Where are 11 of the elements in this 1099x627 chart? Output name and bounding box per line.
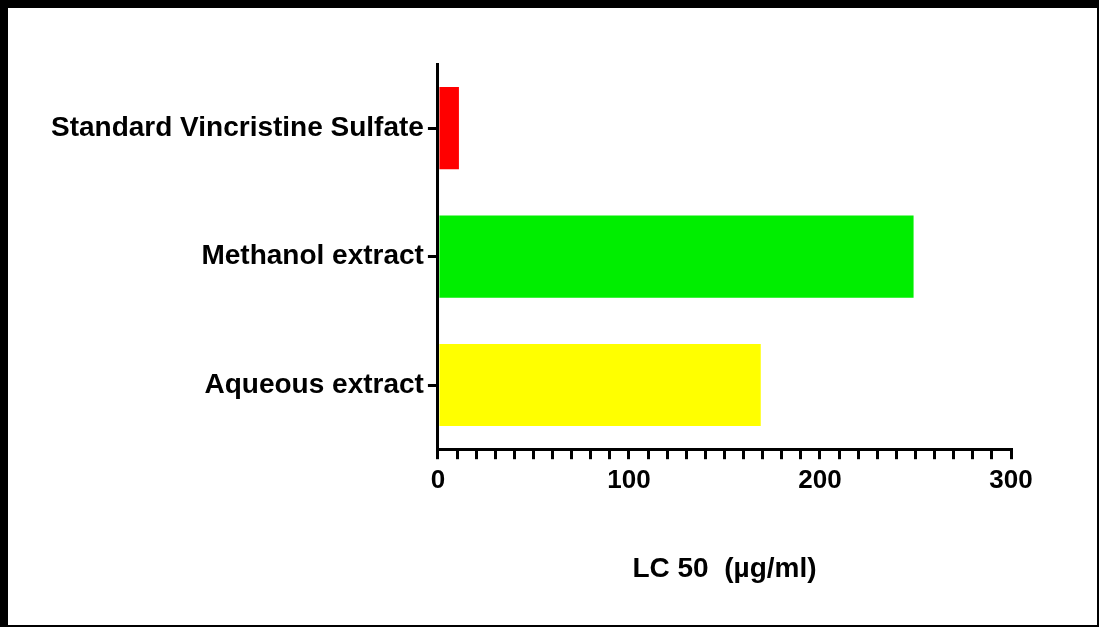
bar [439,215,914,298]
x-tick-label: 100 [607,463,651,494]
bar [439,343,761,427]
x-axis-title: LC 50 (µg/ml) [632,551,817,583]
x-tick-label: 300 [989,463,1033,494]
x-tick-label: 0 [430,463,446,494]
bar [439,87,459,170]
x-tick-label: 200 [798,463,842,494]
y-tick-label: Aqueous extract [204,367,424,399]
y-tick-label: Standard Vincristine Sulfate [50,110,424,142]
y-tick-label: Methanol extract [201,239,424,271]
